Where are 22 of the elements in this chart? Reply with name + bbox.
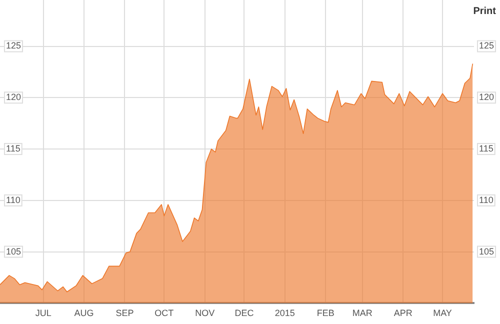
y2-tick-label: 115: [479, 144, 494, 154]
x-tick-label: NOV: [195, 308, 215, 318]
y-tick-label: 115: [6, 144, 20, 154]
y2-tick-label: 110: [479, 194, 494, 205]
x-tick-label: DEC: [234, 308, 254, 318]
y-tick-label: 110: [6, 194, 20, 205]
x-tick-label: JUL: [35, 308, 52, 318]
y-tick-label: 125: [6, 40, 22, 51]
y2-tick-label: 105: [479, 246, 494, 256]
annotation: Print: [473, 6, 496, 17]
x-tick-label: SEP: [116, 308, 134, 318]
x-tick-label: AUG: [74, 308, 94, 318]
x-tick-label: APR: [394, 308, 413, 318]
y-tick-label: 120: [6, 92, 22, 102]
y2-tick-label: 125: [479, 40, 494, 51]
x-tick-label: FEB: [316, 308, 334, 318]
x-tick-label: MAR: [352, 308, 373, 318]
y-tick-label: 105: [6, 246, 22, 256]
x-tick-label: 2015: [274, 308, 295, 318]
x-tick-label: MAY: [433, 308, 452, 318]
x-tick-label: OCT: [154, 308, 174, 318]
y2-tick-label: 120: [479, 92, 494, 102]
